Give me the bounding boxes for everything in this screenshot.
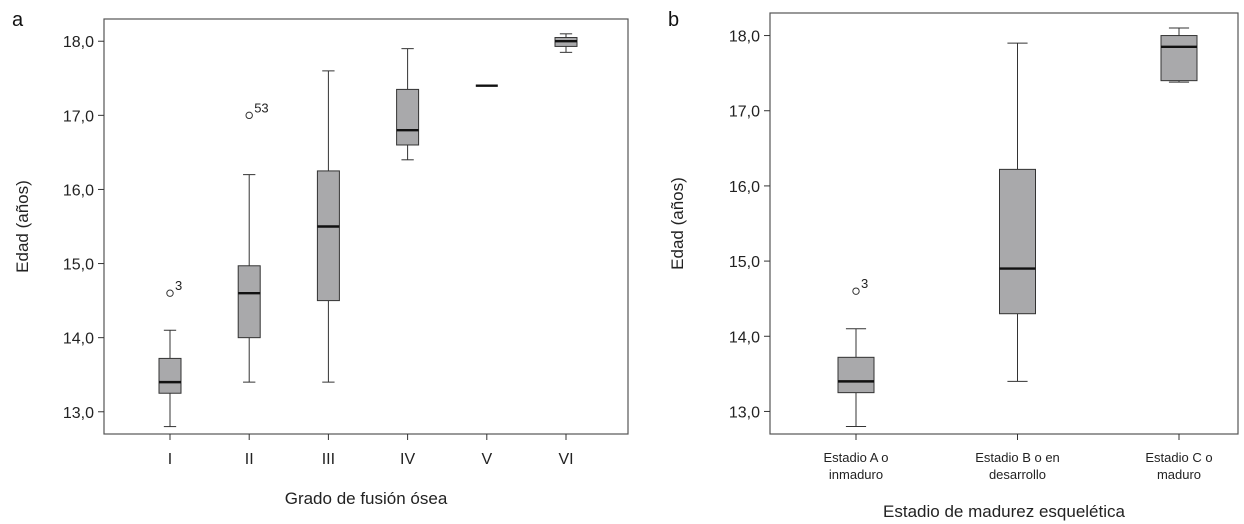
x-category-label: Estadio B o en desarrollo [975, 450, 1060, 482]
x-category-label-line: Estadio B o en [975, 450, 1060, 465]
y-tick-label: 17,0 [729, 104, 760, 121]
panel-label-a: a [12, 9, 24, 31]
y-tick-label: 18,0 [729, 29, 760, 46]
y-axis-title: Edad (años) [668, 177, 687, 270]
outlier-label: 3 [861, 276, 868, 291]
x-category-label: Estadio C o maduro [1145, 450, 1212, 482]
box-iqr [1160, 35, 1198, 82]
box-group [396, 48, 420, 161]
x-category-label-line: Estadio C o [1145, 450, 1212, 465]
y-tick-label: 14,0 [63, 331, 94, 348]
box-group: 3 [158, 278, 182, 428]
x-category-label: III [322, 451, 335, 468]
outlier-label: 53 [254, 100, 268, 115]
plot-frame [103, 18, 629, 435]
x-axis-title: Grado de fusión ósea [285, 489, 448, 508]
box-group: 53 [237, 100, 269, 383]
y-tick-label: 14,0 [729, 329, 760, 346]
box-iqr [237, 265, 261, 339]
x-category-label: II [245, 451, 254, 468]
outlier-marker [245, 111, 253, 120]
y-tick-label: 13,0 [729, 404, 760, 421]
panel-a: a 13,0 14,0 15,0 16,0 17,0 18,0 Edad (años) Grad… [12, 9, 629, 508]
box-group [554, 33, 578, 53]
outlier-marker [852, 287, 860, 295]
outlier-label: 3 [175, 278, 182, 293]
y-axis-title: Edad (años) [13, 180, 32, 273]
x-category-label: Estadio A o inmaduro [823, 450, 888, 482]
box-iqr [316, 170, 340, 302]
y-tick-label: 13,0 [63, 405, 94, 422]
panel-b: b 13,0 14,0 15,0 16,0 17,0 18,0 Edad (años) Esta… [668, 9, 1239, 521]
box-iqr [999, 168, 1036, 315]
x-category-label-line: Estadio A o [823, 450, 888, 465]
x-category-label: V [481, 451, 492, 468]
box-iqr [837, 356, 875, 394]
x-category-label: VI [558, 451, 573, 468]
panel-label-b: b [668, 9, 679, 31]
box-group: 3 [837, 276, 875, 427]
box-iqr [396, 88, 420, 146]
x-category-label: IV [400, 451, 415, 468]
x-category-label-line: maduro [1157, 467, 1201, 482]
box-group [316, 70, 340, 383]
y-tick-label: 18,0 [63, 34, 94, 51]
y-tick-label: 16,0 [729, 179, 760, 196]
y-tick-label: 15,0 [63, 257, 94, 274]
plot-frame [769, 12, 1239, 435]
outlier-marker [166, 289, 174, 297]
x-category-label-line: desarrollo [989, 467, 1046, 482]
y-tick-label: 15,0 [729, 254, 760, 271]
box-group [1160, 27, 1198, 83]
y-tick-label: 16,0 [63, 182, 94, 199]
y-tick-label: 17,0 [63, 108, 94, 125]
x-axis-title: Estadio de madurez esquelética [883, 502, 1125, 521]
box-group [999, 42, 1036, 382]
x-category-label-line: inmaduro [829, 467, 883, 482]
box-iqr [158, 357, 182, 394]
x-category-label: I [168, 451, 172, 468]
